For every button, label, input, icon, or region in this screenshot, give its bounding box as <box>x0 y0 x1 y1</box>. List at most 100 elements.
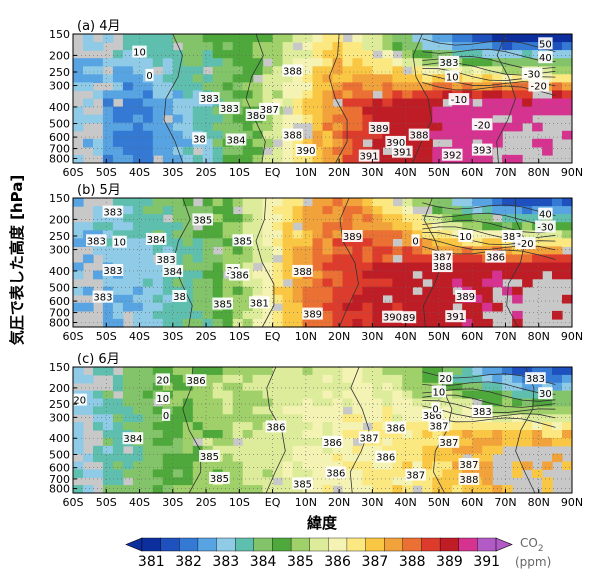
heat-cell <box>392 130 403 140</box>
contour-label-box <box>322 435 343 448</box>
heat-cell <box>182 270 194 280</box>
heat-cell <box>212 374 224 384</box>
heat-cell <box>292 246 304 256</box>
contour-label-box <box>112 235 127 248</box>
heat-cell <box>212 310 224 320</box>
heat-cell <box>112 50 124 59</box>
heat-cell <box>272 222 284 231</box>
heat-cell <box>382 430 393 439</box>
heat-cell <box>562 270 573 280</box>
heat-cell <box>502 90 513 100</box>
heat-cell <box>432 286 443 296</box>
heat-cell <box>332 286 344 296</box>
heat-cell <box>272 214 284 223</box>
heat-cell <box>152 146 164 156</box>
heat-cell <box>412 390 423 400</box>
heat-cell <box>482 50 493 59</box>
heat-cell <box>172 206 184 215</box>
heat-cell <box>332 90 344 100</box>
contour-label-box <box>458 230 473 242</box>
heat-cell <box>312 98 324 108</box>
heat-cell <box>442 453 453 463</box>
heat-cell <box>562 74 573 83</box>
heat-cell <box>312 477 324 486</box>
heat-cell <box>542 138 553 148</box>
heat-cell <box>322 146 334 156</box>
heat-cell <box>332 477 344 486</box>
heat-cell <box>242 90 254 100</box>
heat-cell <box>212 270 224 280</box>
heat-cell <box>192 422 204 431</box>
heat-cell <box>122 42 134 51</box>
heat-cell <box>152 206 164 215</box>
y-tick-label: 700 <box>49 143 70 156</box>
heat-cell <box>492 485 503 494</box>
contour-label-box <box>102 205 124 218</box>
contour-label: 383 <box>93 293 112 304</box>
heat-cell <box>342 382 354 392</box>
contour-label: 89 <box>403 313 416 324</box>
heat-cell <box>262 286 274 296</box>
heat-cell <box>112 445 124 455</box>
heat-cell <box>292 461 304 470</box>
heat-cell <box>342 469 354 478</box>
heat-cell <box>212 437 224 447</box>
heat-cell <box>502 222 513 231</box>
heat-cell <box>182 214 194 223</box>
x-tick-label: 40N <box>395 496 417 509</box>
heat-cell <box>252 374 264 384</box>
contour-label: 383 <box>526 374 545 385</box>
heat-cell <box>502 270 513 280</box>
heat-cell <box>322 90 334 100</box>
heat-cell <box>442 50 453 59</box>
heat-cell <box>432 430 443 439</box>
heat-cell <box>73 238 84 247</box>
heat-cell <box>192 82 204 92</box>
heat-cell <box>83 222 94 231</box>
heat-cell <box>402 154 413 164</box>
heat-cell <box>262 122 274 132</box>
y-tick-label: 800 <box>49 316 70 329</box>
heat-cell <box>152 485 164 494</box>
heat-cell <box>232 42 244 51</box>
heat-cell <box>342 206 354 215</box>
heat-cell <box>492 138 503 148</box>
heat-cell <box>282 254 294 264</box>
heat-cell <box>552 198 563 207</box>
heat-cell <box>462 374 473 384</box>
heat-cell <box>142 437 154 447</box>
contour-line <box>422 48 556 63</box>
heat-cell <box>392 461 403 470</box>
heat-cell <box>112 477 124 486</box>
heat-cell <box>332 42 344 51</box>
heat-cell <box>212 138 224 148</box>
heat-cell <box>93 390 104 400</box>
heat-cell <box>312 146 324 156</box>
heat-cell <box>242 42 254 51</box>
heat-cell <box>532 382 543 392</box>
heat-cell <box>292 414 304 423</box>
heat-cell <box>472 230 483 239</box>
contour-label: 0 <box>412 236 418 247</box>
heat-cell <box>422 367 433 376</box>
panel-title: (a) 4月 <box>77 19 121 34</box>
heat-cell <box>392 406 403 415</box>
heat-cell <box>222 318 234 328</box>
heat-cell <box>412 246 423 256</box>
heat-cell <box>232 50 244 59</box>
contour-label: 10 <box>156 394 169 405</box>
contour-label: 383 <box>103 208 122 219</box>
heat-cell <box>312 114 324 124</box>
heat-cell <box>132 246 144 256</box>
heat-cell <box>232 222 244 231</box>
heat-cell <box>442 445 453 455</box>
colorbar-swatch <box>160 537 180 552</box>
heat-cell <box>372 485 383 494</box>
heat-cell <box>392 246 403 256</box>
heat-cell <box>432 318 443 328</box>
heat-cell <box>93 138 104 148</box>
heat-cell <box>142 367 154 376</box>
heat-cell <box>532 214 543 223</box>
contour-label: 384 <box>226 136 245 147</box>
colorbar-tick-label: 388 <box>399 554 426 570</box>
